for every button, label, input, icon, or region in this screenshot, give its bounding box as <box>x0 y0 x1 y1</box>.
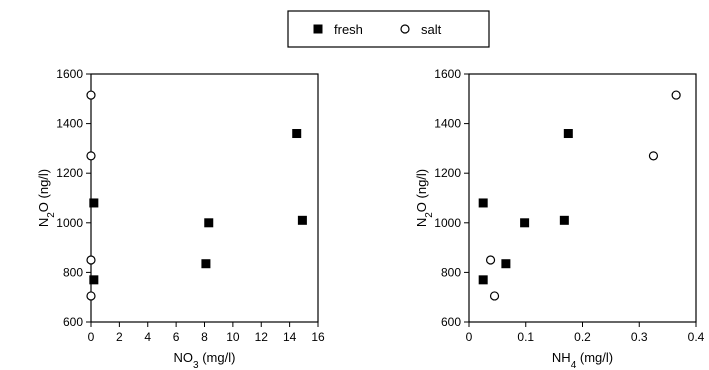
y-tick-label: 1400 <box>56 117 83 131</box>
x-tick-label: 0.4 <box>688 330 705 344</box>
data-point-fresh <box>563 129 573 139</box>
y-tick-label: 800 <box>63 265 83 279</box>
legend-label-fresh: fresh <box>334 22 363 37</box>
x-tick-label: 16 <box>311 330 325 344</box>
data-point-salt <box>86 291 96 301</box>
x-tick-label: 0.3 <box>631 330 648 344</box>
plot-frame <box>468 73 697 323</box>
y-tick-label: 800 <box>441 265 461 279</box>
y-tick-label: 600 <box>63 315 83 329</box>
x-tick-label: 0.2 <box>574 330 591 344</box>
legend: fresh salt <box>287 10 490 48</box>
y-tick-label: 1200 <box>56 166 83 180</box>
data-point-salt <box>86 255 96 265</box>
x-axis-label: NH4 (mg/l) <box>552 350 613 370</box>
y-tick-label: 1000 <box>56 216 83 230</box>
x-tick-label: 0 <box>88 330 95 344</box>
plot-nh4: 0 0.1 0.2 0.3 0.4 600 800 1000 1200 1400 1600 NH4 (… <box>414 67 705 370</box>
x-tick-label: 0.1 <box>517 330 534 344</box>
data-point-salt <box>648 151 659 161</box>
y-axis-label: N2O (ng/l) <box>36 169 57 227</box>
data-point-fresh <box>501 259 511 269</box>
y-tick-label: 1000 <box>434 216 461 230</box>
y-axis-label: N2O (ng/l) <box>414 169 435 227</box>
x-tick-label: 10 <box>226 330 240 344</box>
data-point-salt <box>671 90 681 100</box>
x-tick-label: 2 <box>116 330 123 344</box>
legend-marker-fresh <box>313 24 323 34</box>
y-tick-label: 1600 <box>56 67 83 81</box>
data-point-fresh <box>520 218 530 228</box>
x-axis-label: NO3 (mg/l) <box>174 350 236 370</box>
legend-marker-salt <box>400 24 410 34</box>
data-point-fresh <box>297 215 307 225</box>
x-tick-label: 14 <box>283 330 297 344</box>
plot-frame <box>90 73 319 323</box>
y-tick-label: 600 <box>441 315 461 329</box>
x-tick-label: 6 <box>173 330 180 344</box>
x-tick-label: 0 <box>466 330 473 344</box>
data-point-salt <box>86 90 96 100</box>
y-tick-label: 1600 <box>434 67 461 81</box>
legend-label-salt: salt <box>421 22 442 37</box>
x-tick-label: 12 <box>255 330 269 344</box>
data-point-fresh <box>204 218 214 228</box>
x-tick-label: 8 <box>201 330 208 344</box>
data-point-fresh <box>292 129 302 139</box>
plot-no3: 0 2 4 6 8 10 12 14 16 600 800 1000 1200 1400 1600 NO3 (… <box>36 67 325 370</box>
data-point-fresh <box>478 275 488 285</box>
data-point-fresh <box>89 198 99 208</box>
y-tick-label: 1400 <box>434 117 461 131</box>
data-point-salt <box>489 291 500 301</box>
data-point-fresh <box>478 198 488 208</box>
data-point-fresh <box>89 275 99 285</box>
data-point-salt <box>485 255 496 265</box>
data-point-salt <box>86 151 96 161</box>
data-point-fresh <box>559 215 569 225</box>
y-tick-label: 1200 <box>434 166 461 180</box>
data-point-fresh <box>201 259 211 269</box>
x-tick-label: 4 <box>144 330 151 344</box>
